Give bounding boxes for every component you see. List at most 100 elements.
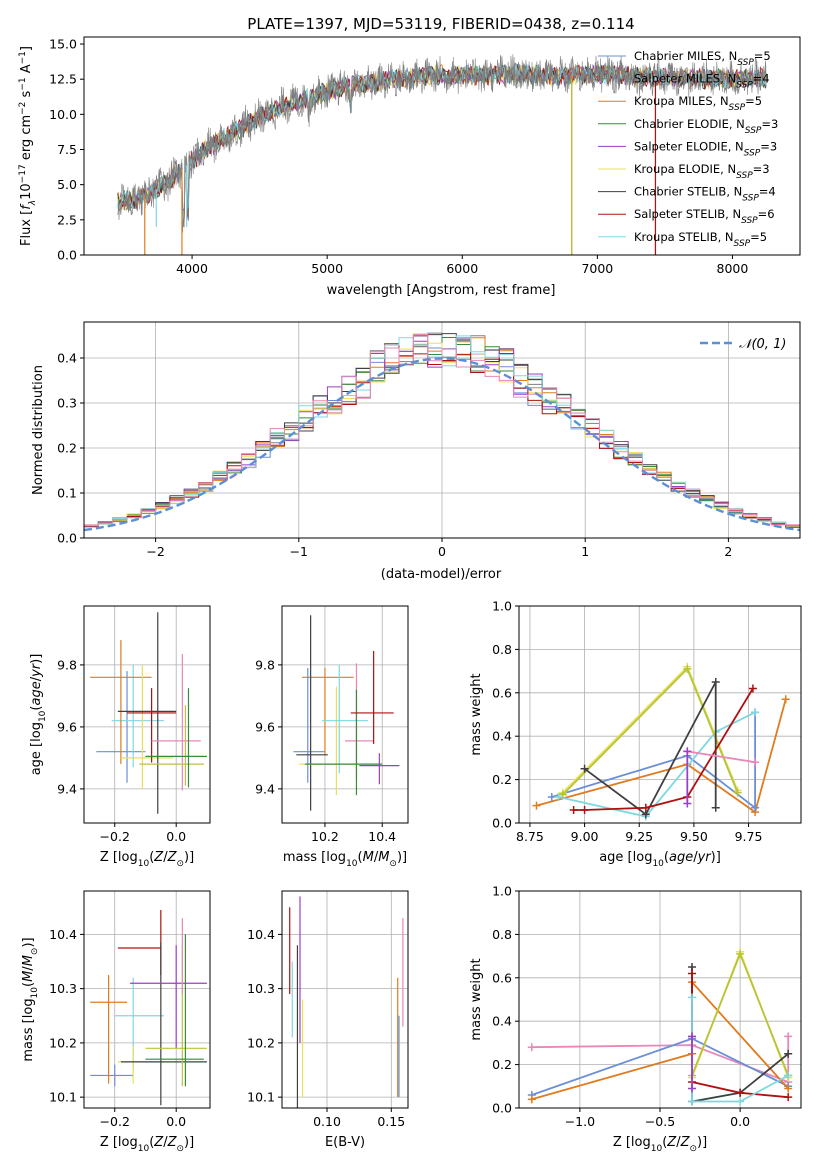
weight-marker <box>683 664 692 673</box>
weight-line <box>687 750 756 764</box>
plot-area <box>117 54 767 255</box>
x-axis-label: Z [log10(Z/Z⊙)] <box>613 1135 707 1154</box>
spectrum-line <box>117 54 767 233</box>
legend: Chabrier MILES, NSSP=5 Salpeter MILES, NS… <box>598 49 778 249</box>
x-tick-label: 8.75 <box>516 829 544 844</box>
weight-marker <box>554 792 563 801</box>
errorbar-point <box>151 654 201 791</box>
x-tick-label: 9.75 <box>735 829 763 844</box>
weight-marker <box>784 1071 793 1080</box>
y-tick-label: 1.0 <box>492 599 512 614</box>
x-axis-label: Z [log10(Z/Z⊙)] <box>100 850 194 869</box>
y-tick-label: 0.2 <box>57 441 77 456</box>
plot-area <box>90 612 207 814</box>
plot-area <box>90 909 207 1106</box>
weight-marker <box>784 1084 793 1093</box>
legend-entry: Kroupa STELIB, NSSP=5 <box>634 230 767 249</box>
axes-frame <box>518 605 802 824</box>
residuals-panel: −2 −1 0 1 2 0.0 0.1 0.2 0.3 0.4 (data-model)/error… <box>31 321 801 582</box>
weight-line <box>584 681 717 816</box>
x-tick-label: −0.5 <box>645 1114 675 1129</box>
y-tick-label: 0.0 <box>492 1101 512 1116</box>
legend-entry: Salpeter STELIB, NSSP=6 <box>634 207 775 226</box>
y-tick-label: 9.4 <box>255 781 275 796</box>
x-tick-label: 8000 <box>717 261 749 276</box>
legend-entry: Kroupa ELODIE, NSSP=3 <box>634 162 770 181</box>
weight-marker <box>784 1032 793 1041</box>
legend-entry: Chabrier STELIB, NSSP=4 <box>634 185 776 204</box>
y-axis-label: mass weight <box>469 958 484 1040</box>
y-tick-label: 9.4 <box>57 781 77 796</box>
weight-line <box>536 699 787 814</box>
axes-frame <box>83 605 211 824</box>
weight-marker <box>683 799 692 808</box>
x-tick-label: 6000 <box>446 261 478 276</box>
x-axis-label: Z [log10(Z/Z⊙)] <box>100 1135 194 1154</box>
legend-entry: Chabrier MILES, NSSP=5 <box>634 49 771 68</box>
y-tick-label: 7.5 <box>57 142 77 157</box>
errorbar-point <box>322 664 368 774</box>
y-tick-label: 2.5 <box>57 212 77 227</box>
plot-area <box>289 896 404 1108</box>
x-tick-label: −1 <box>290 544 308 559</box>
weight-marker <box>784 1093 793 1102</box>
plot-area <box>532 662 790 821</box>
x-tick-label: 9.25 <box>625 829 653 844</box>
errorbar-point <box>145 934 204 1087</box>
y-tick-label: 0.4 <box>492 1014 512 1029</box>
weight-marker <box>580 805 589 814</box>
y-tick-label: 0.0 <box>57 248 77 263</box>
y-tick-label: 0.4 <box>492 729 512 744</box>
legend-entry: Chabrier ELODIE, NSSP=3 <box>634 117 778 136</box>
weight-marker <box>688 969 697 978</box>
errorbar-point <box>117 1045 164 1084</box>
axes-frame <box>281 890 409 1109</box>
errorbar-point <box>114 977 164 1071</box>
weight-marker <box>733 788 742 797</box>
x-tick-label: 0.0 <box>730 1114 750 1129</box>
weight-series <box>683 747 692 808</box>
y-tick-label: 10.4 <box>49 927 77 942</box>
x-tick-label: 0.10 <box>313 1114 341 1129</box>
axes-frame <box>83 36 801 256</box>
y-tick-label: 10.2 <box>247 1035 275 1050</box>
weight-marker <box>784 1049 793 1058</box>
mass-vs-EBV-panel: 0.10 0.15 10.1 10.2 10.3 10.4 E(B-V) <box>247 890 409 1150</box>
x-axis-label: E(B-V) <box>325 1135 365 1150</box>
errorbar-point <box>90 975 128 1084</box>
weight-marker <box>711 677 720 686</box>
x-tick-label: 4000 <box>176 261 208 276</box>
histogram-series <box>84 334 800 529</box>
x-tick-label: 2 <box>724 544 732 559</box>
errorbar-point <box>350 650 394 744</box>
weight-line <box>531 1036 790 1084</box>
y-axis-label: age [log10(age/yr)] <box>29 654 48 776</box>
y-tick-label: 10.3 <box>49 981 77 996</box>
legend: 𝒩(0, 1) <box>700 337 786 352</box>
legend-entry: Salpeter ELODIE, NSSP=3 <box>634 139 777 158</box>
y-tick-label: 10.2 <box>49 1035 77 1050</box>
weight-marker <box>688 1084 697 1093</box>
x-tick-label: 0 <box>438 544 446 559</box>
y-tick-label: 9.6 <box>57 719 77 734</box>
axes-frame <box>83 890 211 1109</box>
y-tick-label: 12.5 <box>49 72 77 87</box>
y-tick-label: 10.1 <box>247 1090 275 1105</box>
gaussian-curve <box>84 357 800 532</box>
x-axis-label: mass [log10(M/M⊙)] <box>283 850 407 869</box>
y-tick-label: 10.0 <box>49 107 77 122</box>
x-axis-label: age [log10(age/yr)] <box>599 850 721 869</box>
x-tick-label: 1 <box>581 544 589 559</box>
plot-area <box>84 332 800 532</box>
y-tick-label: 0.2 <box>492 1057 512 1072</box>
weight-vs-Z-panel: −1.0 −0.5 0.0 0.0 0.2 0.4 0.6 0.8 1.0 Z [log10(Z/… <box>469 884 802 1154</box>
x-tick-label: 7000 <box>581 261 613 276</box>
weight-marker <box>527 1095 536 1104</box>
age-vs-Z-panel: −0.2 0.0 9.4 9.6 9.8 Z [log10(Z/Z⊙)] age [log1… <box>29 605 211 869</box>
spectrum-panel: 4000 5000 6000 7000 8000 0.0 2.5 5.0 7.5 10.0 12.5… <box>18 36 801 298</box>
weight-marker <box>569 805 578 814</box>
weight-marker <box>688 1097 697 1106</box>
weight-marker <box>748 684 757 693</box>
y-tick-label: 0.0 <box>57 531 77 546</box>
y-tick-label: 10.1 <box>49 1090 77 1105</box>
